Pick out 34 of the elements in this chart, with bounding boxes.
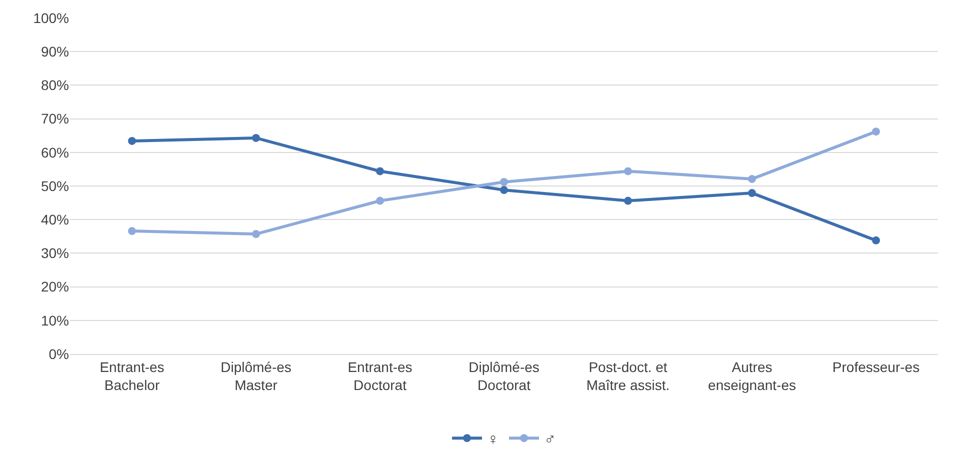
- y-tick-label: 10%: [40, 312, 69, 328]
- x-tick-label: Entrant-es Doctorat: [348, 358, 412, 393]
- legend-label: ♀: [487, 431, 499, 448]
- point: [376, 167, 384, 176]
- y-tick-label: 0%: [48, 346, 69, 362]
- point: [748, 174, 756, 183]
- x-tick-label: Autres enseignant-es: [708, 358, 796, 393]
- point: [500, 186, 508, 194]
- point: [500, 178, 508, 186]
- y-tick-label: 100%: [33, 10, 69, 26]
- x-tick-label: Diplômé-es Doctorat: [468, 358, 540, 393]
- x-tick-label: Entrant-es Bachelor: [100, 358, 164, 393]
- point: [128, 227, 136, 236]
- x-tick-label: Diplômé-es Master: [220, 358, 292, 393]
- y-tick-label: 70%: [40, 110, 69, 127]
- legend-label: ♂: [544, 431, 556, 448]
- point: [872, 236, 880, 244]
- y-tick-label: 50%: [40, 178, 69, 194]
- y-tick-label: 30%: [40, 245, 69, 262]
- y-tick-label: 20%: [40, 278, 69, 295]
- point: [748, 189, 756, 198]
- x-tick-label: Professeur-es: [832, 358, 920, 375]
- x-tick-label: Post-doct. et Maître assist.: [586, 358, 670, 393]
- y-tick-label: 40%: [40, 212, 69, 228]
- point: [252, 230, 260, 238]
- point: [252, 134, 260, 142]
- point: [624, 167, 632, 176]
- point: [376, 196, 384, 205]
- point: [624, 196, 632, 205]
- y-tick-label: 80%: [40, 77, 69, 94]
- point: [128, 136, 136, 145]
- y-tick-label: 90%: [40, 44, 69, 60]
- y-tick-label: 60%: [40, 144, 69, 160]
- point: [872, 128, 880, 136]
